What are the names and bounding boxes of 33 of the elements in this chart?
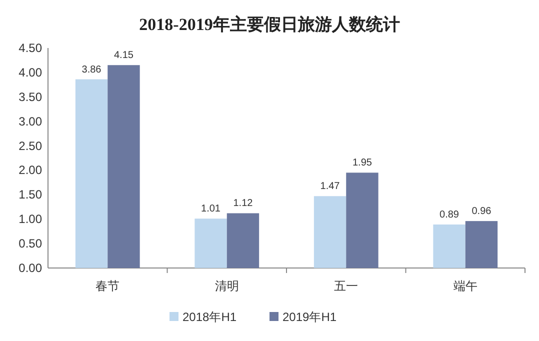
bar [108,65,140,268]
data-label: 1.12 [233,198,254,210]
y-tick-label: 2.50 [18,138,42,153]
bar [226,213,260,268]
data-label: 1.95 [352,158,372,169]
chart-title: 2018-2019年主要假日旅游人数统计 [139,15,400,34]
bar [75,79,108,268]
data-label: 4.15 [114,50,134,62]
x-tick-label: 春节 [96,279,120,293]
y-tick-label: 4.50 [18,41,42,55]
y-tick-label: 0.00 [18,261,42,275]
bar [346,172,378,268]
data-label: 1.47 [320,181,340,192]
data-label: 1.01 [201,204,221,215]
data-label: 0.89 [440,209,460,220]
y-tick-label: 1.50 [18,188,42,202]
x-tick-label: 端午 [453,279,478,293]
bar [194,218,227,268]
y-tick-label: 4.00 [18,65,42,80]
legend-label: 2018年H1 [182,310,237,324]
y-tick-label: 1.00 [18,212,42,226]
data-label: 3.86 [82,64,102,76]
data-label: 0.96 [472,206,492,218]
y-tick-label: 3.00 [18,114,42,128]
y-tick-label: 0.50 [18,236,42,251]
x-tick-label: 清明 [214,279,239,293]
bar [314,196,346,268]
bar [433,224,466,268]
y-tick-label: 3.50 [18,90,42,104]
x-tick-label: 五一 [334,279,358,293]
legend-label: 2019年H1 [282,310,337,324]
bar [465,221,498,268]
y-tick-label: 2.00 [18,163,42,178]
